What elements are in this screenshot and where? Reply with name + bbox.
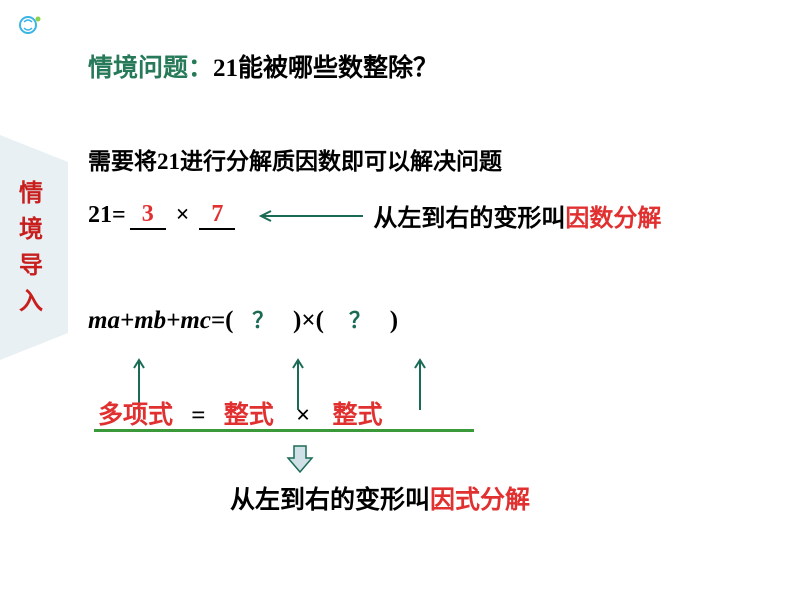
sidebar-char: 情 [19, 176, 43, 212]
close: ) [390, 307, 398, 334]
eq-open: =( [211, 307, 234, 334]
q2: ？ [349, 308, 371, 333]
equation-21: 21= 3 × 7 从左到右的变形叫因数分解 [88, 198, 778, 233]
poly-label: 多项式 [98, 402, 173, 429]
lhs-21: 21= [88, 202, 126, 229]
block-arrow-down-icon [286, 444, 314, 479]
intro-text: 需要将21进行分解质因数即可以解决问题 [88, 142, 778, 176]
mid: )×( [293, 307, 324, 334]
transform-label: 从左到右的变形叫因数分解 [373, 198, 661, 233]
corner-globe-icon [18, 12, 44, 38]
polynomial-equation: ma+mb+mc=( ？ )×( ？ ) [88, 303, 778, 335]
conclusion-text: 从左到右的变形叫因式分解 [230, 480, 530, 516]
arrow-left-icon [253, 209, 363, 223]
title-question: 21能被哪些数整除？ [213, 55, 438, 82]
factor-a: 3 [142, 201, 154, 227]
sidebar-char: 入 [19, 284, 43, 320]
factor-b: 7 [211, 201, 223, 227]
q1: ？ [252, 308, 274, 333]
green-underline [94, 429, 474, 432]
polynomial-breakdown: 多项式 = 整式 × 整式 [88, 395, 778, 431]
times-sign: × [176, 202, 190, 229]
poly-expr: ma+mb+mc [88, 307, 211, 334]
sidebar-context-intro: 情 境 导 入 [0, 135, 68, 360]
zhengshi-1: 整式 [224, 402, 274, 429]
title-label: 情境问题： [88, 55, 213, 82]
zhengshi-2: 整式 [333, 402, 383, 429]
title-row: 情境问题：21能被哪些数整除？ [88, 48, 778, 84]
main-content: 情境问题：21能被哪些数整除？ 需要将21进行分解质因数即可以解决问题 21= … [88, 48, 778, 431]
eq-sign: = [191, 402, 205, 429]
sidebar-char: 导 [19, 248, 43, 284]
sidebar-char: 境 [19, 212, 43, 248]
times-sign: × [296, 402, 310, 429]
